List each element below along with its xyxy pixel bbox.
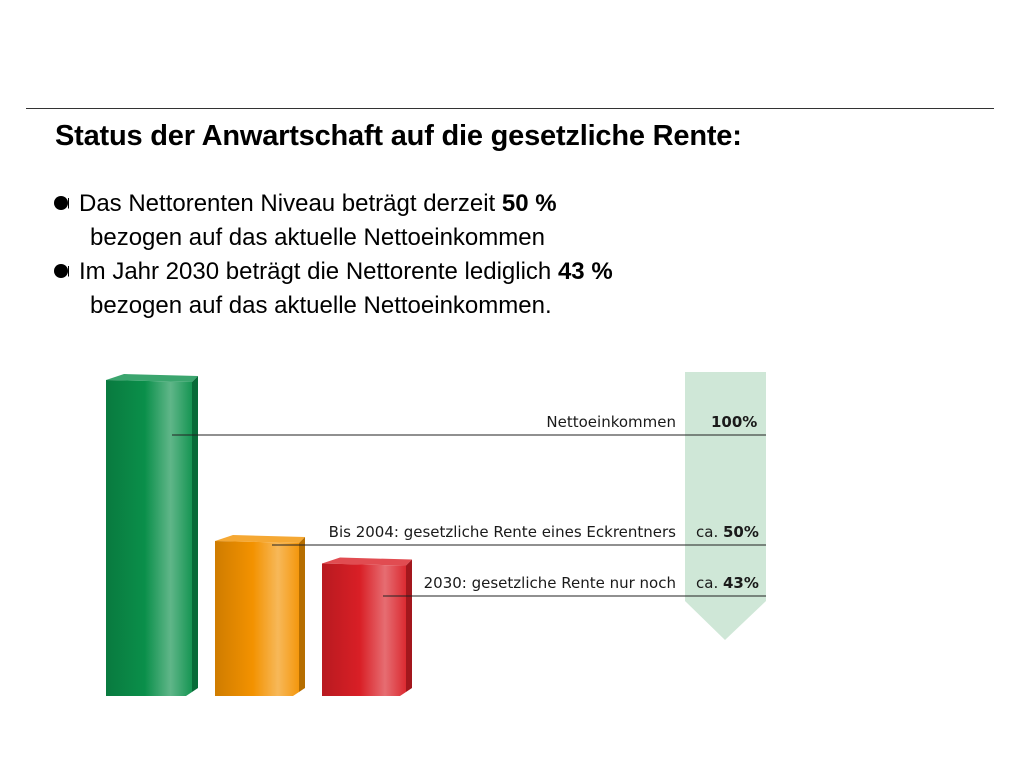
bullet-1-value: 50 % xyxy=(501,190,557,217)
bar-3 xyxy=(322,557,412,696)
category-label-2: Bis 2004: gesetzliche Rente eines Eckren… xyxy=(329,523,677,541)
bullet-circle-icon xyxy=(52,261,72,281)
bullet-1-text: Das Nettorenten Niveau beträgt derzeit xyxy=(79,190,502,217)
bullet-item-2: Im Jahr 2030 beträgt die Nettorente ledi… xyxy=(52,255,613,289)
bullet-2-continuation: bezogen auf das aktuelle Nettoeinkommen. xyxy=(90,292,552,319)
bullet-1-continuation: bezogen auf das aktuelle Nettoeinkommen xyxy=(90,224,545,251)
bar-1 xyxy=(106,374,198,696)
bullet-list: Das Nettorenten Niveau beträgt derzeit 5… xyxy=(52,187,613,323)
bullet-circle-icon xyxy=(52,193,72,213)
page-title: Status der Anwartschaft auf die gesetzli… xyxy=(55,120,742,152)
bullet-item-1: Das Nettorenten Niveau beträgt derzeit 5… xyxy=(52,187,613,221)
value-label-1: 100% xyxy=(711,413,757,431)
bullet-2-text: Im Jahr 2030 beträgt die Nettorente ledi… xyxy=(79,258,558,285)
value-label-2: ca. 50% xyxy=(696,523,759,541)
arrow-band xyxy=(685,372,766,640)
bar-2 xyxy=(215,535,305,696)
bullet-2-value: 43 % xyxy=(557,258,613,285)
category-label-1: Nettoeinkommen xyxy=(546,413,676,431)
category-label-3: 2030: gesetzliche Rente nur noch xyxy=(424,574,676,592)
value-label-3: ca. 43% xyxy=(696,574,759,592)
top-rule xyxy=(26,108,994,109)
